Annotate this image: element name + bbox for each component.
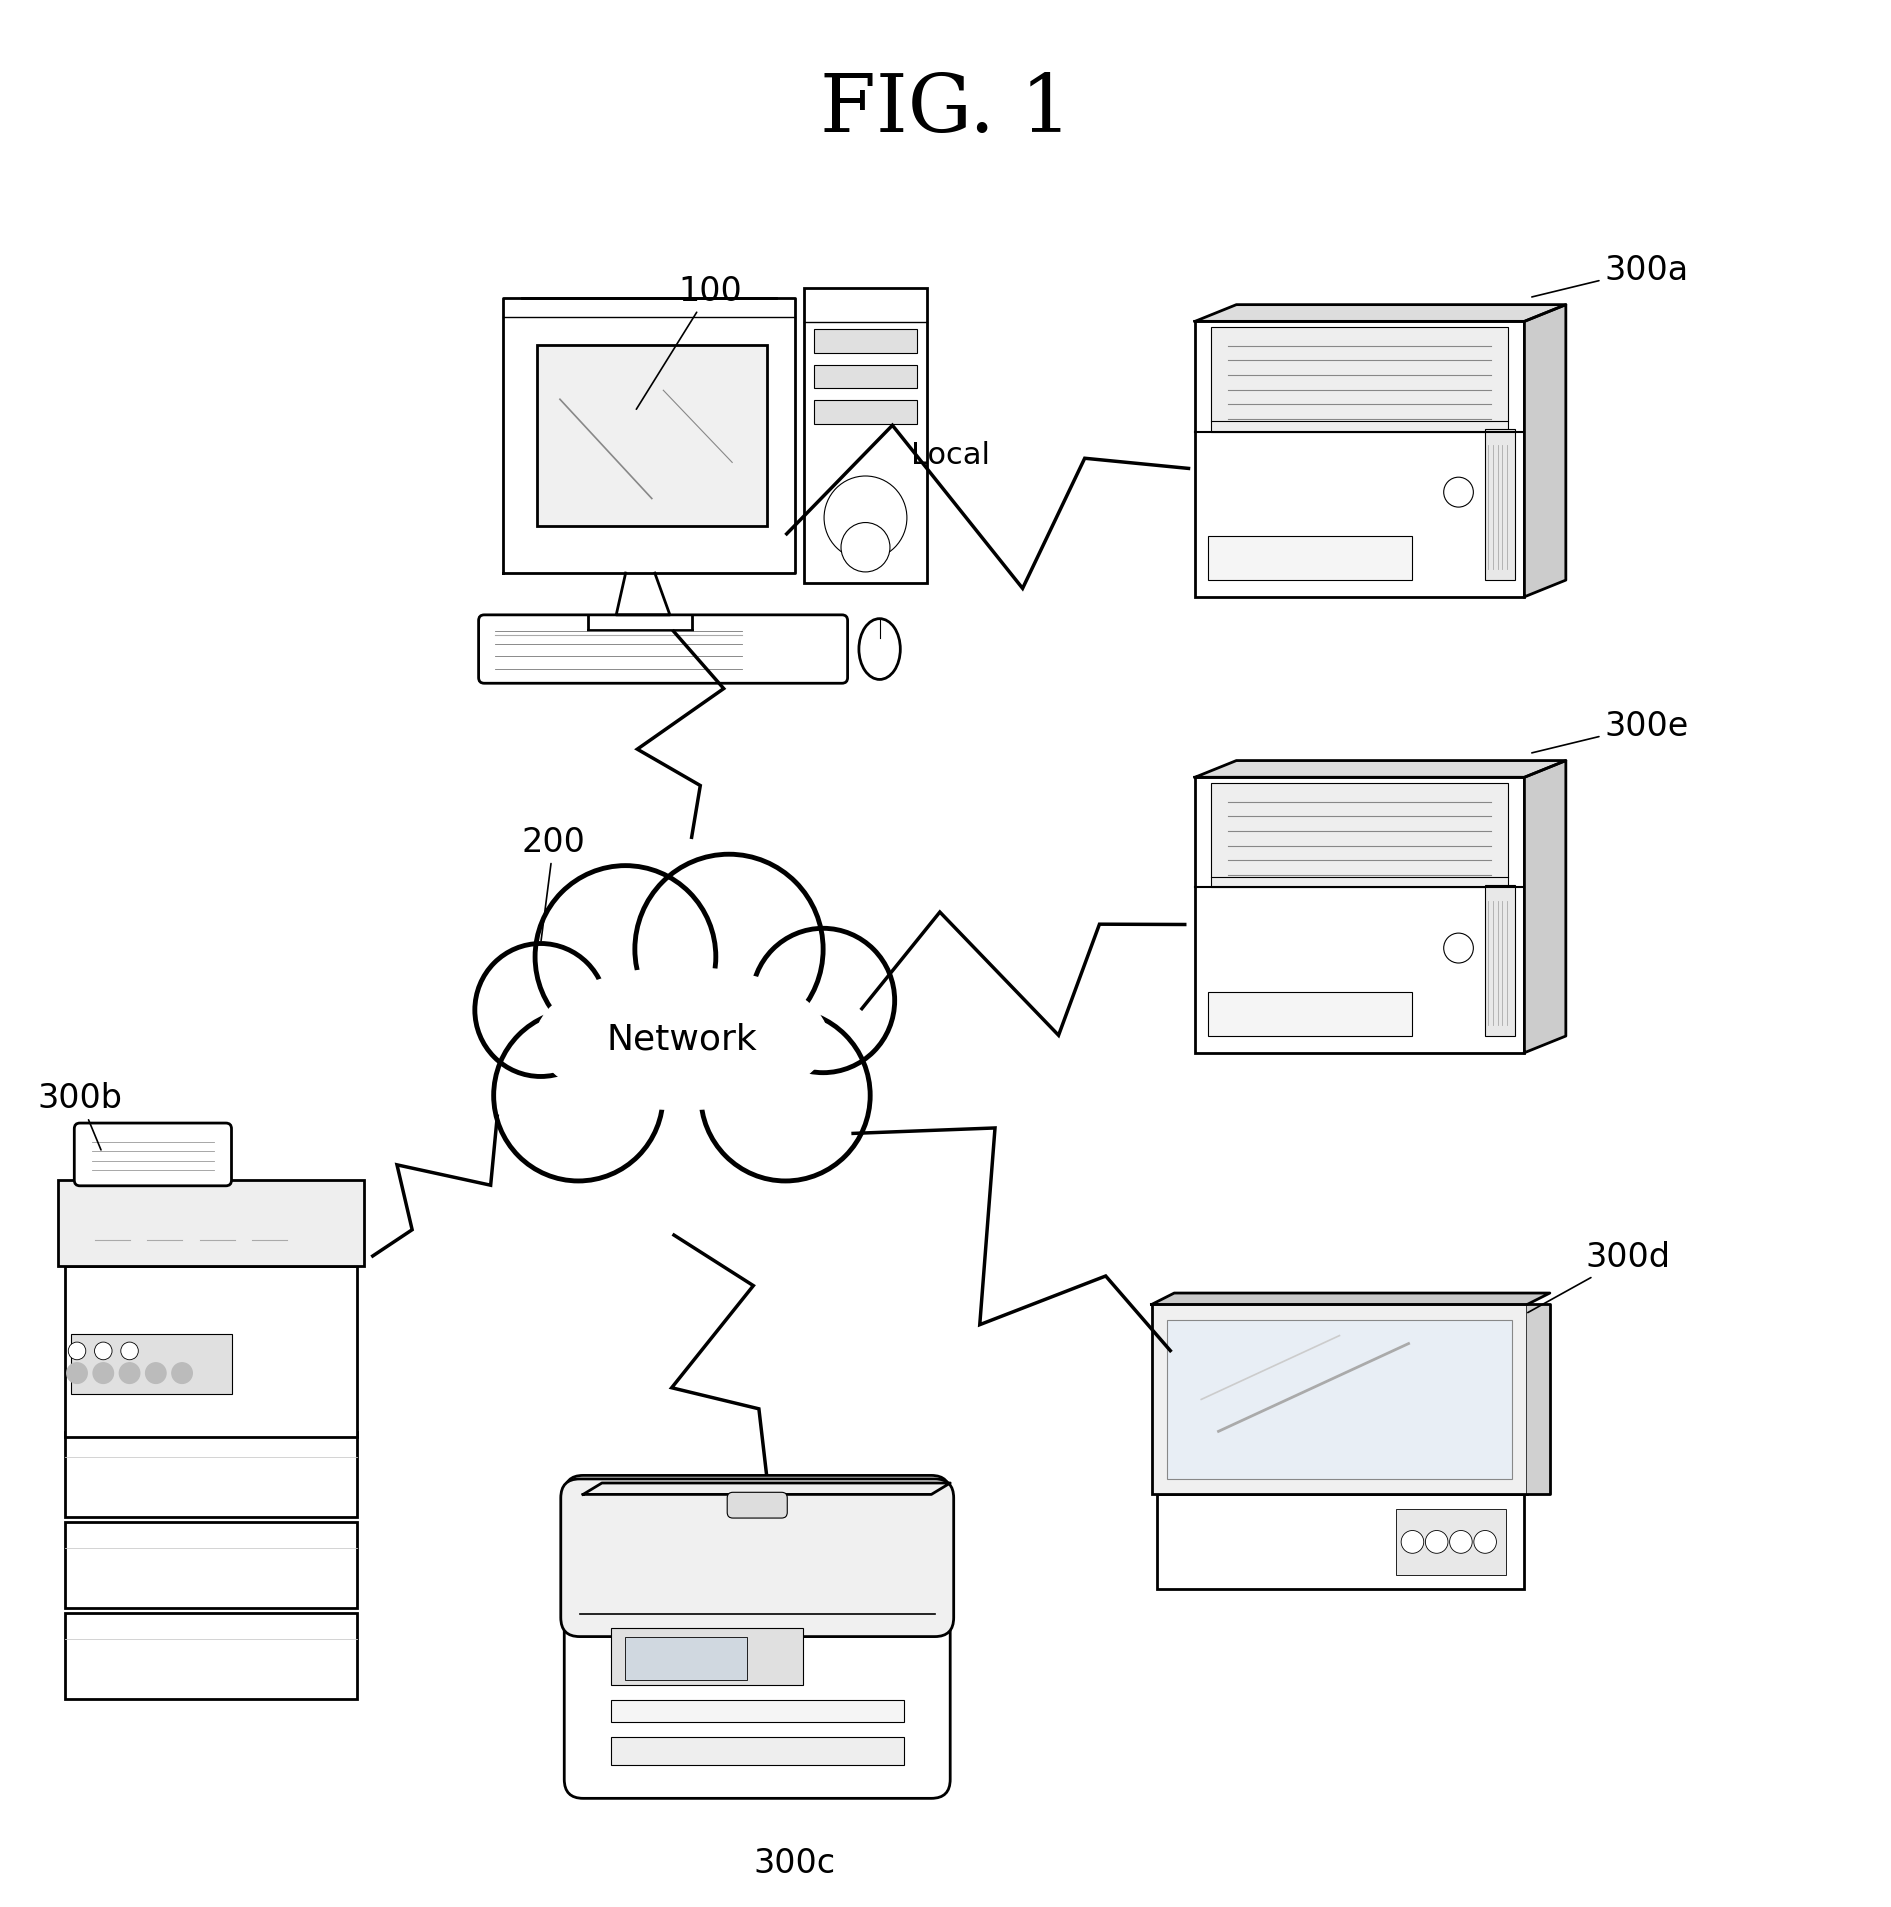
- FancyBboxPatch shape: [1152, 1304, 1528, 1495]
- Circle shape: [475, 944, 607, 1077]
- FancyBboxPatch shape: [74, 1123, 231, 1186]
- Polygon shape: [1528, 1304, 1551, 1495]
- Polygon shape: [1524, 305, 1566, 597]
- Bar: [815, 330, 917, 353]
- Circle shape: [68, 1343, 85, 1360]
- Bar: [611, 1629, 802, 1686]
- Bar: [804, 290, 927, 584]
- Circle shape: [1473, 1531, 1496, 1554]
- Bar: [537, 345, 766, 526]
- Circle shape: [1443, 479, 1473, 507]
- Text: 300a: 300a: [1532, 254, 1689, 297]
- Bar: [611, 1737, 904, 1766]
- Bar: [1157, 1495, 1524, 1590]
- Circle shape: [494, 1011, 664, 1180]
- Polygon shape: [582, 1484, 949, 1495]
- FancyBboxPatch shape: [564, 1476, 949, 1798]
- Text: FIG. 1: FIG. 1: [819, 71, 1072, 149]
- Text: 100: 100: [637, 275, 741, 410]
- Bar: [1212, 328, 1507, 433]
- Text: 300e: 300e: [1532, 709, 1689, 753]
- FancyBboxPatch shape: [562, 1480, 953, 1636]
- Bar: [624, 1636, 747, 1680]
- Bar: [1484, 885, 1515, 1037]
- Bar: [66, 1522, 357, 1608]
- Bar: [66, 1266, 357, 1438]
- Circle shape: [702, 1011, 870, 1180]
- Circle shape: [1401, 1531, 1424, 1554]
- Bar: [611, 1699, 904, 1722]
- Circle shape: [172, 1364, 193, 1384]
- Circle shape: [751, 929, 894, 1074]
- Polygon shape: [1524, 761, 1566, 1053]
- Circle shape: [1443, 934, 1473, 963]
- Circle shape: [146, 1364, 166, 1384]
- Text: Network: Network: [607, 1022, 756, 1056]
- FancyBboxPatch shape: [1195, 778, 1524, 1053]
- Polygon shape: [1152, 1293, 1551, 1304]
- FancyBboxPatch shape: [478, 616, 847, 685]
- Text: Local: Local: [911, 441, 989, 469]
- Circle shape: [635, 854, 823, 1045]
- Bar: [1212, 784, 1507, 889]
- Bar: [66, 1613, 357, 1699]
- Circle shape: [535, 866, 717, 1049]
- Ellipse shape: [859, 620, 900, 681]
- Bar: [72, 1335, 233, 1394]
- Bar: [66, 1432, 357, 1518]
- Bar: [1396, 1508, 1505, 1575]
- Polygon shape: [1195, 305, 1566, 322]
- Circle shape: [1450, 1531, 1473, 1554]
- Text: 200: 200: [522, 826, 586, 942]
- Bar: [1208, 994, 1413, 1037]
- Bar: [1484, 429, 1515, 582]
- Circle shape: [1426, 1531, 1449, 1554]
- Bar: [815, 366, 917, 389]
- Circle shape: [121, 1343, 138, 1360]
- Circle shape: [95, 1343, 112, 1360]
- Circle shape: [119, 1364, 140, 1384]
- Text: 300d: 300d: [1528, 1241, 1670, 1312]
- Text: 300c: 300c: [755, 1846, 836, 1878]
- Bar: [815, 400, 917, 425]
- FancyBboxPatch shape: [1195, 322, 1524, 597]
- Polygon shape: [588, 616, 692, 631]
- Polygon shape: [503, 299, 794, 574]
- Text: 300b: 300b: [38, 1081, 123, 1150]
- Polygon shape: [616, 574, 669, 616]
- Ellipse shape: [531, 963, 832, 1116]
- Circle shape: [824, 477, 908, 561]
- Bar: [59, 1180, 365, 1266]
- Bar: [1167, 1320, 1513, 1480]
- FancyBboxPatch shape: [728, 1493, 787, 1518]
- Bar: [1208, 538, 1413, 582]
- Circle shape: [66, 1364, 87, 1384]
- Polygon shape: [1195, 761, 1566, 778]
- Circle shape: [93, 1364, 113, 1384]
- Circle shape: [841, 523, 891, 572]
- Ellipse shape: [535, 967, 828, 1110]
